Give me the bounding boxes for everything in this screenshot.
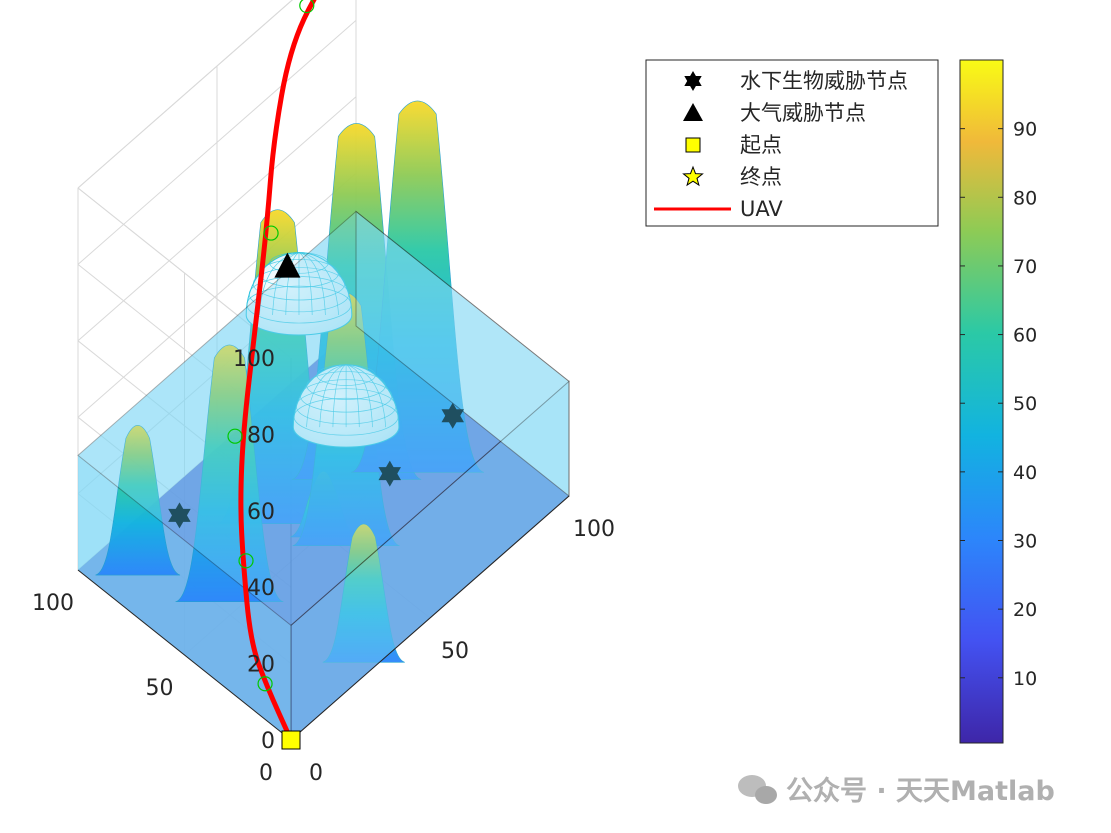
terrain-peak (175, 344, 284, 602)
waypoint-circle (227, 428, 243, 444)
dome-mesh-line (259, 252, 300, 316)
threat-markers (168, 252, 464, 529)
waypoint-circle (299, 0, 315, 14)
legend-item: UAV (654, 197, 783, 221)
legend-star-icon (682, 165, 704, 187)
colorbar-gradient (959, 59, 1004, 744)
dome-mesh-line (298, 252, 326, 315)
x-tick-label: 0 (309, 761, 323, 786)
colorbar-tick-label: 20 (1013, 599, 1037, 621)
terrain-peak (322, 523, 405, 663)
uav-path-line (238, 0, 317, 743)
dome-mesh-line (346, 364, 387, 428)
legend-item: 起点 (685, 133, 782, 157)
waypoint-circle (263, 225, 279, 241)
underwater-threat-marker (378, 460, 401, 487)
water-surface (77, 210, 570, 627)
hexagram-part (441, 409, 464, 429)
dome-mesh-line (306, 364, 347, 428)
legend-triangle-icon (683, 103, 703, 121)
hexagram-part (168, 508, 191, 529)
dome-mesh-line (346, 364, 373, 428)
y-tick-label: 50 (146, 676, 174, 701)
legend-item: 终点 (682, 165, 782, 189)
dome-mesh-line (298, 252, 313, 315)
hexagram-part (378, 467, 401, 487)
z-tick-label: 20 (247, 653, 275, 678)
air-threat-marker (274, 252, 301, 278)
watermark-text: 公众号 · 天天Matlab (786, 776, 1055, 807)
colorbar-tick-label: 50 (1013, 393, 1037, 415)
z-tick-label: 0 (261, 729, 275, 754)
colorbar-tick-label: 10 (1013, 668, 1037, 690)
z-tick-label: 100 (233, 347, 275, 372)
hexagram-part (684, 76, 702, 91)
colorbar-tick-label: 60 (1013, 325, 1037, 347)
dome-mesh-line (332, 364, 347, 428)
dome-mesh-line (319, 364, 347, 428)
legend-item: 大气威胁节点 (683, 101, 866, 125)
y-axis-line (77, 569, 292, 741)
colorbar-tick-label: 90 (1013, 119, 1037, 141)
box-edge (77, 0, 293, 189)
underwater-threat-marker (168, 502, 191, 529)
legend-label: 起点 (740, 133, 782, 157)
wechat-bubble (755, 786, 777, 804)
legend-label: UAV (740, 197, 783, 221)
legend-item: 水下生物威胁节点 (684, 69, 908, 93)
water-side-right (355, 210, 570, 498)
y-tick-label: 0 (259, 761, 273, 786)
legend-hexagram-icon (684, 71, 702, 91)
terrain-peak (95, 425, 181, 576)
y-tick-label: 100 (32, 591, 74, 616)
start-point-marker (281, 730, 301, 750)
z-tick-label: 60 (247, 500, 275, 525)
underwater-threat-marker (441, 402, 464, 429)
x-tick-label: 50 (441, 639, 469, 664)
wechat-icon (738, 775, 777, 804)
legend-label: 终点 (740, 165, 782, 189)
legend-label: 水下生物威胁节点 (740, 69, 908, 93)
axis-tick-labels: 0 20 40 60 80 100 0 50 100 0 50 100 (32, 347, 615, 786)
z-tick-label: 80 (247, 423, 275, 448)
colorbar: 10 20 30 40 50 60 70 80 90 (959, 59, 1037, 744)
colorbar-tick-label: 30 (1013, 531, 1037, 553)
dome-mesh-line (298, 252, 339, 316)
x-axis-line (290, 495, 570, 741)
uav-path (227, 0, 317, 750)
legend-label: 大气威胁节点 (740, 101, 866, 125)
colorbar-tick-label: 40 (1013, 462, 1037, 484)
watermark: 公众号 · 天天Matlab (738, 775, 1055, 807)
waypoint-circle (257, 676, 273, 692)
water-volume-front (77, 210, 570, 742)
colorbar-tick-label: 80 (1013, 187, 1037, 209)
dome-mesh-line (345, 364, 360, 428)
legend-square-icon (685, 137, 701, 153)
waypoint-circle (238, 553, 254, 569)
z-tick-label: 40 (247, 576, 275, 601)
x-tick-label: 100 (573, 517, 615, 542)
colorbar-tick-label: 70 (1013, 256, 1037, 278)
